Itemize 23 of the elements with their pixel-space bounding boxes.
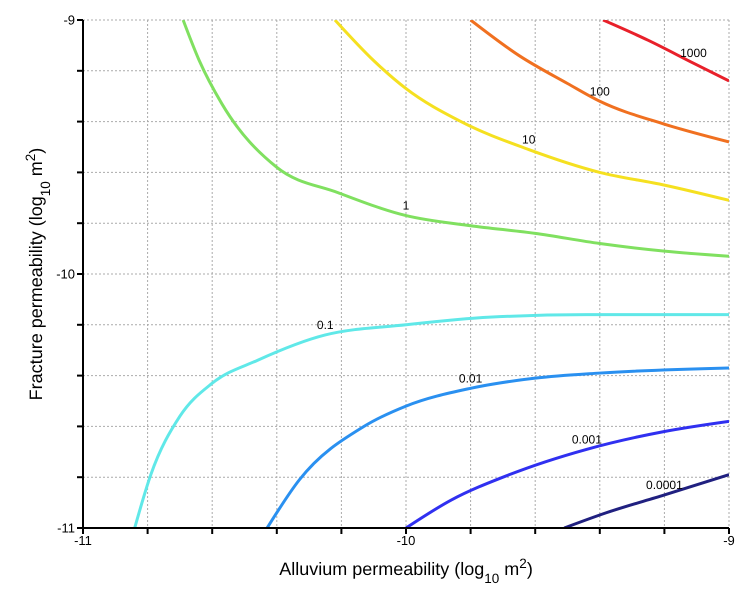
x-tick-label: -9 <box>723 533 735 548</box>
line-series <box>602 20 729 82</box>
series-label: 10 <box>522 132 536 147</box>
line-series <box>333 20 729 202</box>
y-tick-label: -10 <box>56 266 75 282</box>
x-axis-title: Alluvium permeability (log$_{10}$ m$^{2}$) <box>279 556 533 586</box>
line-series <box>469 20 729 144</box>
line-series <box>182 20 729 258</box>
series-label: 0.1 <box>316 318 334 332</box>
x-tick-label: -10 <box>396 533 416 548</box>
x-tick-label: -11 <box>74 533 92 548</box>
y-tick-label: -11 <box>57 520 75 536</box>
line-series <box>266 366 729 528</box>
series-label: 1 <box>402 198 410 213</box>
series-label: 0.001 <box>572 432 602 446</box>
line-series <box>404 420 729 528</box>
series-label: 1000 <box>680 46 708 60</box>
line-series <box>562 473 729 528</box>
series-label: 100 <box>590 84 610 98</box>
series-label: 0.0001 <box>646 478 684 492</box>
line-series <box>133 313 729 528</box>
y-tick-label: -9 <box>63 12 75 28</box>
series-label: 0.01 <box>458 371 483 386</box>
